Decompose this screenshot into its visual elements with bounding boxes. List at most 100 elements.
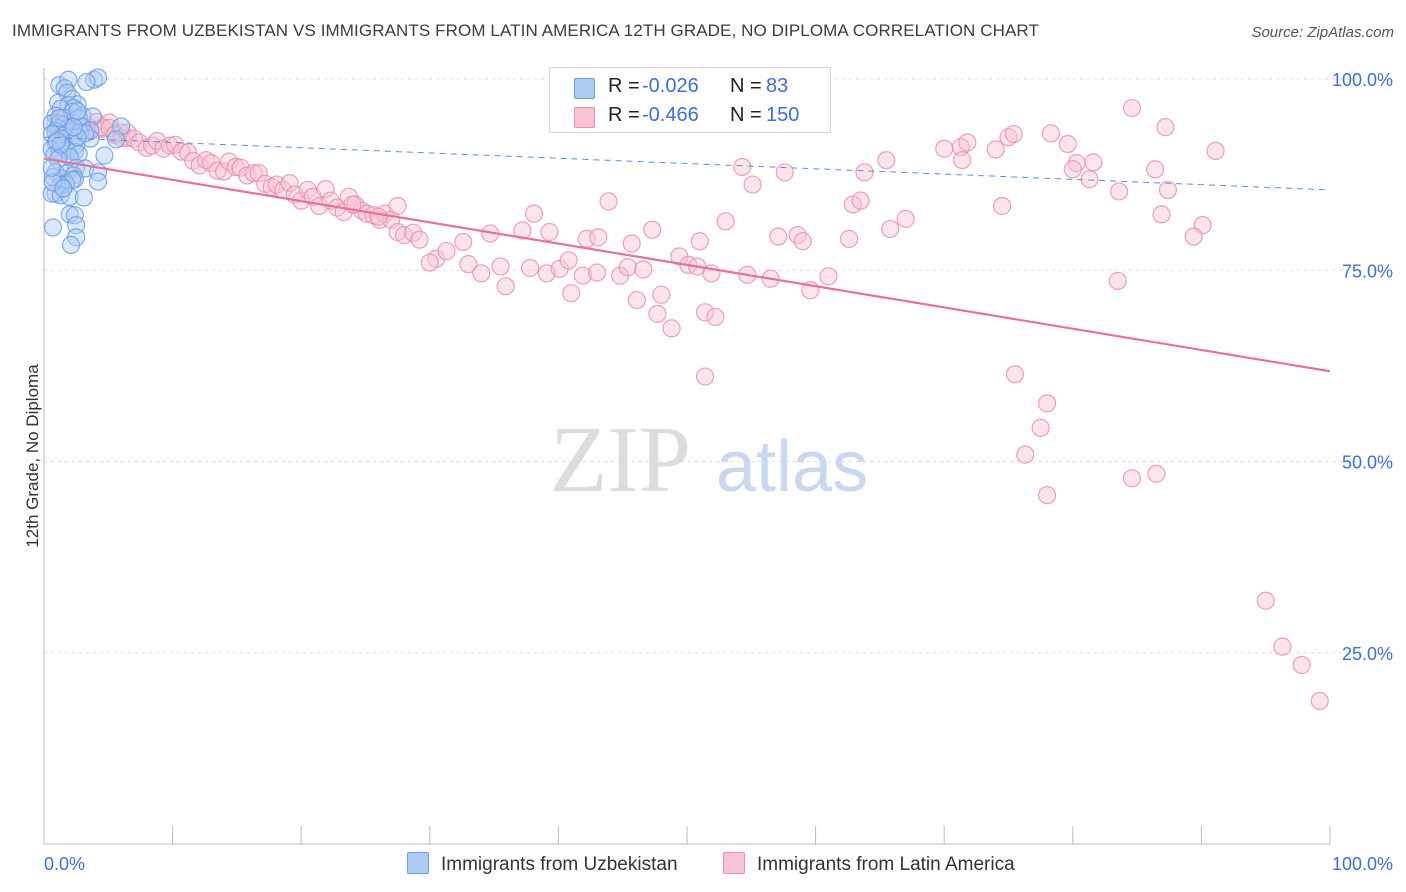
bottom-legend-uzbekistan: Immigrants from Uzbekistan — [407, 852, 678, 876]
point-uzbekistan — [43, 218, 63, 237]
point-latin-america — [1016, 445, 1035, 464]
point-latin-america — [958, 133, 977, 152]
point-latin-america — [1122, 98, 1142, 118]
point-latin-america — [1184, 227, 1203, 246]
point-latin-america — [316, 180, 335, 199]
y-tick-label: 50.0% — [1342, 453, 1393, 473]
point-latin-america — [1037, 486, 1057, 505]
point-latin-america — [743, 175, 762, 194]
point-latin-america — [559, 251, 578, 270]
point-latin-america — [695, 303, 715, 322]
point-latin-america — [622, 234, 641, 253]
point-latin-america — [280, 173, 299, 193]
x-tick-label-min: 0.0% — [44, 854, 85, 874]
point-latin-america — [877, 150, 896, 170]
point-latin-america — [769, 227, 788, 246]
point-latin-america — [184, 151, 203, 170]
point-uzbekistan — [43, 173, 63, 192]
point-latin-america — [454, 232, 473, 252]
point-uzbekistan — [61, 235, 81, 255]
y-tick-label: 25.0% — [1342, 644, 1393, 664]
point-latin-america — [196, 150, 216, 170]
point-latin-america — [733, 157, 752, 177]
y-tick-label: 75.0% — [1342, 261, 1393, 281]
point-latin-america — [524, 204, 544, 223]
point-latin-america — [851, 191, 870, 210]
legend-n-value: 83 — [766, 75, 789, 97]
point-latin-america — [1037, 394, 1057, 413]
x-tick-label-max: 100.0% — [1332, 854, 1393, 874]
legend-r-label: R = — [608, 104, 640, 126]
point-latin-america — [513, 221, 532, 240]
legend-swatch-latin-america — [574, 107, 595, 128]
point-latin-america — [1080, 170, 1099, 189]
legend-row-latin-america: R = -0.466 N = 150 — [550, 101, 830, 131]
point-latin-america — [1004, 124, 1023, 144]
point-latin-america — [690, 232, 709, 251]
point-uzbekistan — [59, 70, 78, 89]
point-latin-america — [1108, 271, 1127, 291]
point-uzbekistan — [106, 130, 126, 149]
point-latin-america — [935, 139, 954, 158]
point-uzbekistan — [47, 131, 66, 151]
point-uzbekistan — [77, 72, 96, 92]
trendline-latin-america — [43, 157, 1331, 373]
point-latin-america — [589, 228, 608, 247]
point-latin-america — [160, 136, 180, 155]
point-latin-america — [793, 232, 812, 251]
point-latin-america — [627, 290, 646, 310]
chart-title: IMMIGRANTS FROM UZBEKISTAN VS IMMIGRANTS… — [12, 21, 1039, 40]
point-latin-america — [706, 307, 725, 327]
bottom-legend-swatch-latin-america — [723, 852, 745, 874]
point-latin-america — [1084, 153, 1103, 172]
point-latin-america — [459, 255, 478, 274]
point-uzbekistan — [88, 68, 108, 87]
point-latin-america — [410, 230, 429, 249]
point-latin-america — [1158, 180, 1178, 200]
legend-n-value: 150 — [766, 104, 800, 126]
point-latin-america — [437, 242, 456, 261]
point-latin-america — [775, 163, 794, 182]
legend-box: R = -0.026 N = 83 R = -0.466 N = 150 — [549, 67, 831, 133]
point-latin-america — [855, 163, 874, 182]
point-latin-america — [388, 196, 407, 216]
legend-n-label: N = — [730, 75, 762, 97]
point-uzbekistan — [54, 179, 73, 198]
point-latin-america — [1109, 182, 1129, 201]
point-latin-america — [540, 222, 559, 242]
bottom-legend-swatch-uzbekistan — [407, 852, 429, 874]
bottom-legend-label-latin-america: Immigrants from Latin America — [757, 854, 1015, 875]
bottom-legend-label-uzbekistan: Immigrants from Uzbekistan — [441, 854, 678, 875]
point-uzbekistan — [88, 172, 108, 191]
legend-swatch-uzbekistan — [574, 78, 595, 99]
point-uzbekistan — [95, 146, 114, 165]
watermark-zip: ZIP — [550, 408, 691, 512]
legend-r-label: R = — [608, 75, 640, 97]
point-latin-america — [1206, 141, 1225, 161]
point-latin-america — [1041, 124, 1061, 143]
point-latin-america — [249, 163, 268, 183]
point-latin-america — [403, 223, 423, 242]
point-latin-america — [992, 196, 1012, 216]
point-latin-america — [819, 267, 838, 286]
point-uzbekistan — [68, 128, 87, 147]
point-latin-america — [643, 220, 662, 239]
point-latin-america — [695, 367, 715, 386]
legend-n-label: N = — [730, 104, 762, 126]
point-latin-america — [1005, 365, 1025, 384]
point-latin-america — [648, 304, 667, 323]
point-latin-america — [634, 260, 653, 279]
point-latin-america — [573, 266, 592, 285]
point-uzbekistan — [43, 167, 63, 187]
point-latin-america — [599, 192, 618, 211]
point-latin-america — [521, 258, 540, 278]
point-latin-america — [491, 257, 510, 276]
point-latin-america — [587, 263, 607, 282]
point-latin-america — [1063, 160, 1082, 179]
point-latin-america — [1156, 118, 1175, 137]
bottom-legend-latin-america: Immigrants from Latin America — [723, 852, 1015, 876]
point-latin-america — [881, 219, 900, 239]
point-latin-america — [618, 258, 637, 277]
point-latin-america — [1310, 691, 1329, 711]
point-latin-america — [652, 285, 671, 304]
